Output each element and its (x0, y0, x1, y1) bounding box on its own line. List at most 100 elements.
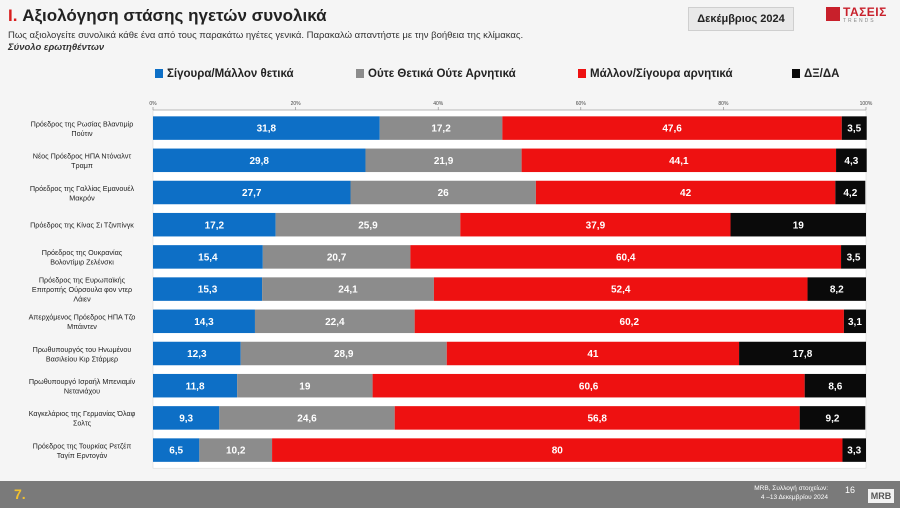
data-label: 17,2 (205, 220, 225, 231)
category-label: Καγκελάριος της Γερμανίας Όλαφ (29, 409, 136, 418)
data-label: 15,3 (198, 285, 218, 296)
bar-segment-negative (414, 309, 844, 334)
x-tick-label: 20% (291, 101, 302, 107)
category-label: Βολοντίμιρ Ζελένσκι (50, 258, 114, 267)
data-label: 80 (552, 446, 564, 457)
data-label: 20,7 (327, 253, 347, 264)
bar-segment-dk (841, 245, 866, 269)
bar-segment-neutral (237, 373, 373, 398)
data-label: 27,7 (242, 188, 262, 199)
legend-item-negative: Μάλλον/Σίγουρα αρνητικά (578, 68, 733, 80)
bar-segment-positive (153, 309, 255, 334)
data-label: 3,5 (847, 124, 861, 135)
bar-segment-negative (272, 438, 843, 462)
base-text: Σύνολο ερωτηθέντων (8, 42, 105, 53)
legend-swatch-positive (155, 69, 163, 78)
data-label: 42 (680, 188, 692, 199)
legend-label-neutral: Ούτε Θετικά Ούτε Αρνητικά (368, 68, 516, 80)
title-text: Αξιολόγηση στάσης ηγετών συνολικά (22, 6, 327, 25)
legend-swatch-negative (578, 69, 586, 78)
bar-segment-dk (739, 341, 866, 366)
bar-segment-negative (433, 277, 808, 301)
data-label: 19 (299, 381, 311, 392)
bar-segment-negative (502, 116, 842, 140)
data-label: 24,1 (338, 285, 358, 296)
question-text: Πως αξιολογείτε συνολικά κάθε ένα από το… (8, 30, 524, 41)
legend-label-negative: Μάλλον/Σίγουρα αρνητικά (590, 68, 733, 80)
bar-segment-positive (153, 406, 220, 430)
category-label: Πούτιν (71, 129, 93, 138)
bar-segment-neutral (199, 438, 273, 462)
bar-segment-neutral (365, 148, 522, 173)
bar-segment-neutral (350, 180, 536, 205)
data-label: 60,4 (616, 253, 636, 264)
slide-title: I. Αξιολόγηση στάσης ηγετών συνολικά (8, 6, 327, 26)
data-label: 9,3 (179, 414, 193, 425)
legend-item-neutral: Ούτε Θετικά Ούτε Αρνητικά (356, 68, 516, 80)
data-label: 52,4 (611, 285, 631, 296)
bar-segment-positive (153, 245, 263, 269)
x-tick-label: 0% (149, 101, 157, 107)
legend-item-dk: ΔΞ/ΔΑ (792, 68, 839, 80)
data-label: 12,3 (187, 349, 207, 360)
legend-item-positive: Σίγουρα/Μάλλον θετικά (155, 68, 294, 80)
data-label: 28,9 (334, 349, 354, 360)
legend-label-dk: ΔΞ/ΔΑ (804, 68, 840, 80)
bar-segment-neutral (254, 309, 415, 334)
bar-segment-neutral (219, 406, 395, 430)
section-number: I. (8, 6, 18, 25)
tasies-logo: ΤΑΣΕΙΣ TRENDS (826, 5, 892, 24)
data-label: 21,9 (434, 156, 454, 167)
bar-segment-negative (394, 406, 800, 430)
bar-segment-dk (843, 309, 866, 334)
date-badge: Δεκέμβριος 2024 (688, 7, 794, 31)
bar-segment-neutral (275, 212, 461, 237)
category-label: Πρόεδρος της Τουρκίας Ρετζέπ (33, 441, 132, 450)
bar-segment-positive (153, 341, 241, 366)
bar-segment-dk (807, 277, 866, 301)
bar-segment-neutral (262, 245, 411, 269)
data-label: 37,9 (586, 220, 606, 231)
logo-name: ΤΑΣΕΙΣ (843, 5, 887, 19)
bar-segment-positive (153, 180, 351, 205)
x-tick-label: 60% (576, 101, 587, 107)
category-label: Πρόεδρος της Γαλλίας Εμανουέλ (30, 184, 135, 193)
x-tick-label: 100% (860, 101, 873, 107)
category-label: Νετανιάχου (64, 386, 100, 395)
bar-segment-negative (535, 180, 836, 205)
x-tick-label: 40% (433, 101, 444, 107)
bar-segment-neutral (262, 277, 434, 301)
category-label: Πρόεδρος της Κίνας Σι Τζινπίνγκ (30, 221, 134, 230)
legend-swatch-dk (792, 69, 800, 78)
bar-segment-dk (836, 148, 867, 173)
data-label: 10,2 (226, 446, 246, 457)
bar-segment-dk (799, 406, 866, 430)
category-label: Τραμπ (71, 161, 93, 170)
data-label: 9,2 (826, 414, 840, 425)
bar-segment-negative (410, 245, 842, 269)
category-label: Απερχόμενος Πρόεδρος ΗΠΑ Τζο (29, 313, 136, 322)
data-label: 60,6 (579, 381, 599, 392)
bar-segment-negative (521, 148, 837, 173)
legend-swatch-neutral (356, 69, 364, 78)
bar-segment-dk (841, 116, 867, 140)
bar-segment-positive (153, 116, 380, 140)
bar-segment-dk (804, 373, 866, 398)
bar-segment-dk (730, 212, 866, 237)
data-label: 3,5 (847, 253, 861, 264)
bar-segment-neutral (379, 116, 503, 140)
category-label: Νέος Πρόεδρος ΗΠΑ Ντόναλντ (33, 152, 132, 161)
bar-segment-dk (835, 180, 866, 205)
bar-segment-negative (460, 212, 731, 237)
data-label: 47,6 (662, 124, 682, 135)
bar-segment-negative (446, 341, 740, 366)
bar-segment-positive (153, 373, 238, 398)
category-label: Επιτροπής Ούρσουλα φον ντερ (32, 285, 132, 294)
category-label: Σολτς (73, 419, 92, 428)
bar-segment-dk (842, 438, 866, 462)
category-label: Πρωθυπουργός του Ηνωμένου (33, 345, 132, 354)
data-label: 4,2 (843, 188, 857, 199)
category-label: Πρωθυπουργό Ισραήλ Μπενιαμίν (29, 377, 136, 386)
chart-legend: Σίγουρα/Μάλλον θετικά Ούτε Θετικά Ούτε Α… (0, 68, 900, 82)
bar-segment-neutral (240, 341, 447, 366)
